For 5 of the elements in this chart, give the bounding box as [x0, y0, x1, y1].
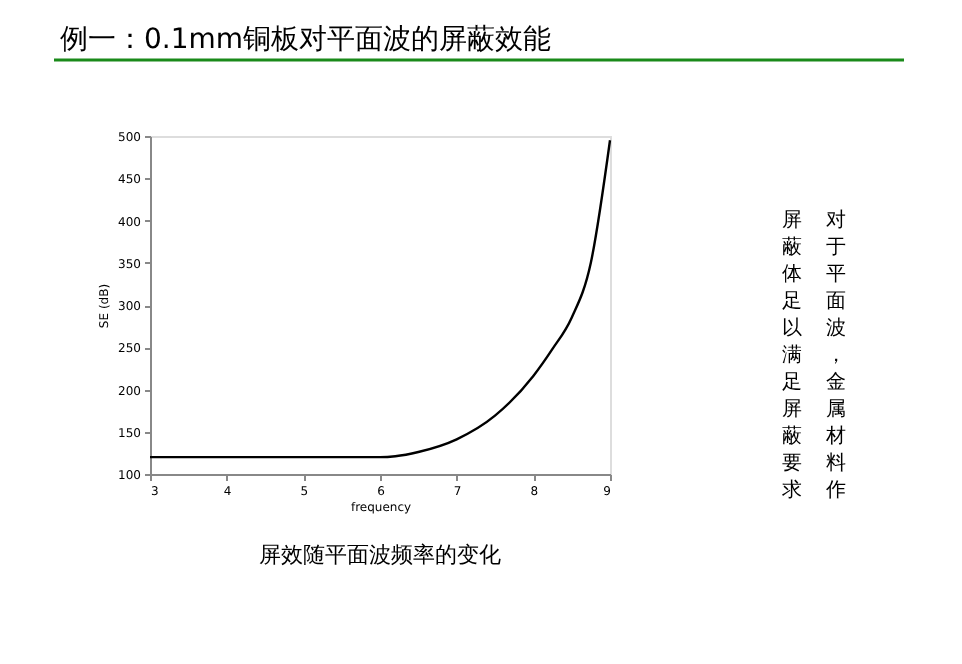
text: 屏蔽体足以满足屏蔽要求 — [782, 210, 802, 502]
line-series — [148, 139, 612, 459]
text: 对于平面波，金属材料作 — [826, 210, 846, 502]
chart-title: 例一：0.1mm铜板对平面波的屏蔽效能 — [60, 24, 552, 56]
text: 屏效随平面波频率的变化 — [259, 542, 501, 568]
